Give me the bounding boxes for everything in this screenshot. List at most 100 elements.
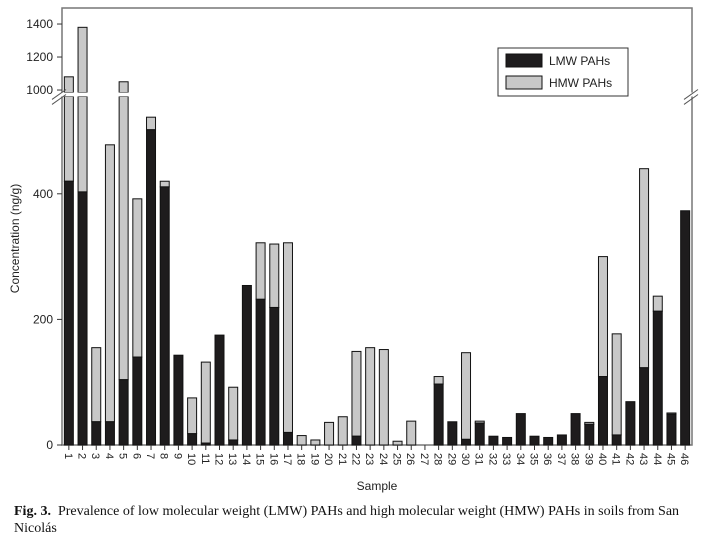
- bar-lmw-4: [104, 421, 115, 446]
- bar-lmw-32: [488, 435, 499, 446]
- bar-hmw-15: [255, 242, 266, 300]
- bar-hmw-22: [351, 350, 362, 437]
- bar-lmw-36: [543, 436, 554, 446]
- x-tick-label: 7: [144, 453, 156, 459]
- bar-hmw-41: [611, 333, 622, 436]
- x-tick-label: 20: [322, 453, 334, 465]
- bar-lmw-15: [255, 298, 266, 446]
- x-tick-label: 24: [377, 453, 389, 465]
- y-tick-label: 200: [33, 312, 53, 326]
- caption-label: Fig. 3.: [14, 504, 51, 519]
- x-tick-label: 41: [610, 453, 622, 465]
- bar-lmw-29: [447, 421, 458, 446]
- x-tick-label: 31: [473, 453, 485, 465]
- bar-lmw-22: [351, 435, 362, 446]
- x-tick-label: 37: [555, 453, 567, 465]
- figure-caption: Fig. 3. Prevalence of low molecular weig…: [14, 503, 704, 537]
- x-tick-label: 45: [664, 453, 676, 465]
- bar-lmw-5: [118, 379, 129, 446]
- bar-lmw-33: [502, 436, 513, 446]
- x-tick-label: 12: [213, 453, 225, 465]
- x-tick-label: 21: [336, 453, 348, 465]
- bar-lmw-11: [200, 442, 211, 446]
- bar-lmw-16: [269, 306, 280, 446]
- bar-lmw-35: [529, 435, 540, 446]
- x-tick-label: 39: [582, 453, 594, 465]
- y-axis-title: Concentration (ng/g): [8, 184, 22, 293]
- x-axis-title: Sample: [357, 479, 398, 493]
- x-tick-label: 6: [130, 453, 142, 459]
- bar-lmw-9: [173, 354, 184, 446]
- y-tick-label: 0: [46, 438, 53, 452]
- bar-hmw-upper-5: [118, 81, 129, 94]
- x-tick-label: 27: [418, 453, 430, 465]
- bar-hmw-13: [228, 386, 239, 441]
- bar-lmw-1: [63, 180, 74, 446]
- bar-hmw-26: [406, 420, 417, 446]
- bar-lmw-34: [515, 413, 526, 446]
- x-tick-label: 10: [185, 453, 197, 465]
- x-tick-label: 1: [62, 453, 74, 459]
- x-tick-label: 44: [651, 453, 663, 465]
- stacked-bar-chart: 1 2 3 4 5 6 7 8 9 10 11 12 13 14 15 16 17 18 19 20 21 22 23 24 2…: [8, 7, 699, 493]
- bar-hmw-40: [597, 256, 608, 378]
- x-tick-label: 35: [528, 453, 540, 465]
- x-tick-label: 17: [281, 453, 293, 465]
- x-tick-label: 26: [404, 453, 416, 465]
- x-tick-label: 16: [267, 453, 279, 465]
- bar-hmw-5: [118, 95, 129, 381]
- x-tick-label: 43: [637, 453, 649, 465]
- bar-hmw-44: [652, 295, 663, 312]
- bar-lmw-8: [159, 186, 170, 446]
- y-tick-label: 400: [33, 187, 53, 201]
- x-tick-label: 23: [363, 453, 375, 465]
- bar-lmw-40: [597, 376, 608, 446]
- bar-lmw-30: [461, 438, 472, 446]
- bar-hmw-28: [433, 376, 444, 385]
- legend-label-hmw: HMW PAHs: [549, 76, 612, 90]
- x-tick-label: 15: [254, 453, 266, 465]
- x-tick-label: 42: [623, 453, 635, 465]
- x-tick-label: 8: [158, 453, 170, 459]
- x-tick-label: 11: [199, 453, 211, 464]
- x-tick-label: 13: [226, 453, 238, 465]
- bar-hmw-6: [132, 198, 143, 358]
- bar-hmw-23: [365, 347, 376, 446]
- x-tick-label: 46: [678, 453, 690, 465]
- x-tick-label: 22: [349, 453, 361, 465]
- bar-hmw-8: [159, 180, 170, 188]
- bar-hmw-43: [639, 168, 650, 369]
- bar-hmw-17: [282, 242, 293, 433]
- bar-lmw-45: [666, 413, 677, 446]
- axis-break-mark-right: [683, 89, 699, 105]
- bar-hmw-10: [187, 397, 198, 435]
- bar-hmw-2: [77, 95, 88, 193]
- plot-frame: [61, 7, 693, 446]
- bar-hmw-21: [337, 416, 348, 446]
- axis-break-mark-left: [51, 89, 67, 105]
- bar-hmw-18: [296, 435, 307, 446]
- x-tick-label: 34: [514, 453, 526, 465]
- bar-hmw-19: [310, 439, 321, 446]
- bar-hmw-upper-2: [77, 26, 88, 94]
- bar-lmw-31: [474, 422, 485, 446]
- x-tick-label: 40: [596, 453, 608, 465]
- bar-lmw-3: [91, 421, 102, 446]
- bar-lmw-39: [584, 423, 595, 446]
- bar-lmw-12: [214, 334, 225, 446]
- caption-text: Prevalence of low molecular weight (LMW)…: [14, 504, 680, 536]
- x-tick-label: 4: [103, 453, 115, 459]
- bar-hmw-3: [91, 347, 102, 423]
- legend-label-lmw: LMW PAHs: [549, 54, 610, 68]
- bar-lmw-7: [146, 129, 157, 446]
- bar-lmw-38: [570, 413, 581, 446]
- x-tick-label: 18: [295, 453, 307, 465]
- legend-swatch-lmw: [505, 53, 543, 68]
- bar-lmw-46: [680, 210, 691, 446]
- y-tick-label: 1400: [26, 17, 53, 31]
- x-tick-label: 2: [76, 453, 88, 459]
- bar-hmw-7: [146, 116, 157, 131]
- bar-hmw-25: [392, 440, 403, 446]
- bar-lmw-44: [652, 310, 663, 446]
- bar-lmw-13: [228, 439, 239, 446]
